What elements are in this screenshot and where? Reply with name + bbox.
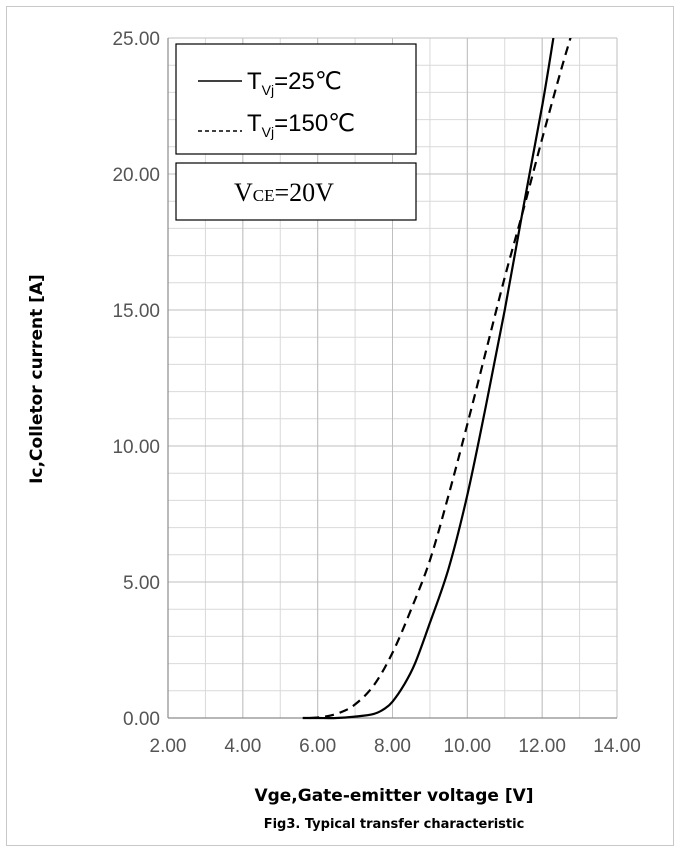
- x-tick-label: 4.00: [224, 736, 261, 757]
- y-tick-label: 15.00: [112, 301, 160, 322]
- series-line-tvj-25: [302, 38, 555, 720]
- x-tick-label: 10.00: [444, 736, 492, 757]
- chart-frame: [6, 6, 674, 846]
- x-tick-label: 8.00: [374, 736, 411, 757]
- x-tick-label: 6.00: [299, 736, 336, 757]
- x-axis-title: Vge,Gate-emitter voltage [V]: [254, 786, 533, 806]
- y-tick-label: 5.00: [123, 573, 160, 594]
- legend-entry-150: TVj=150℃: [247, 110, 355, 140]
- vce-label: VCE=20V: [234, 178, 334, 207]
- vce-annotation: VCE=20V: [175, 162, 417, 221]
- legend-box: [175, 43, 417, 155]
- y-tick-label: 20.00: [112, 165, 160, 186]
- legend-entry-25: TVj=25℃: [247, 68, 342, 98]
- y-axis-title: Ic,Colletor current [A]: [27, 274, 47, 484]
- tick-labels: 0.00 5.00 10.00 15.00 20.00 25.00 2.00 4.00 6.00…: [112, 29, 640, 757]
- y-tick-label: 10.00: [112, 437, 160, 458]
- y-tick-label: 0.00: [123, 709, 160, 730]
- legend: TVj=25℃ TVj=150℃: [175, 43, 417, 155]
- x-tick-label: 2.00: [150, 736, 187, 757]
- x-tick-label: 12.00: [518, 736, 566, 757]
- x-tick-label: 14.00: [593, 736, 641, 757]
- y-tick-label: 25.00: [112, 29, 160, 50]
- series-lines: [302, 38, 572, 720]
- figure-caption: Fig3. Typical transfer characteristic: [264, 817, 525, 832]
- annotation-box: [175, 162, 417, 221]
